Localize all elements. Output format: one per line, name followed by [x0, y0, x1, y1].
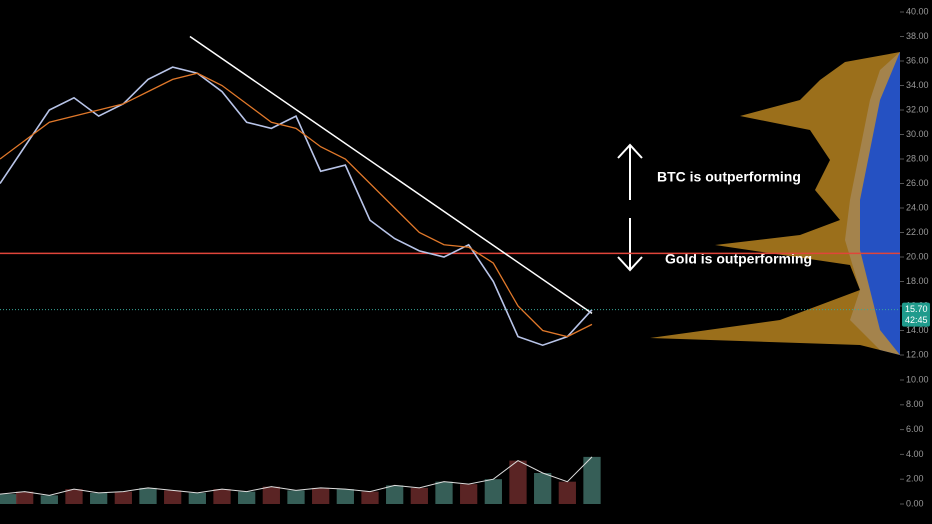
y-tick-label: 36.00 — [906, 55, 929, 65]
volume-bar — [312, 487, 330, 504]
volume-bar — [534, 473, 552, 504]
volume-bar — [164, 490, 182, 504]
volume-bar — [558, 481, 576, 504]
price-tag — [902, 302, 930, 327]
volume-bar — [65, 489, 83, 504]
volume-profile — [650, 52, 900, 355]
arrows — [617, 143, 643, 272]
volume-bar — [460, 484, 478, 504]
countdown: 42:45 — [905, 315, 928, 325]
price-line — [0, 72, 593, 338]
volume-bar — [213, 489, 231, 504]
y-tick-label: 10.00 — [906, 374, 929, 384]
y-tick-label: 14.00 — [906, 325, 929, 335]
volume-bar — [361, 491, 379, 504]
y-tick-label: 8.00 — [906, 399, 924, 409]
y-tick-label: 26.00 — [906, 178, 929, 188]
volume-bar — [114, 491, 132, 504]
y-tick-label: 40.00 — [906, 6, 929, 16]
volume-bar — [583, 456, 601, 504]
volume-bar — [287, 490, 305, 504]
y-tick-label: 22.00 — [906, 227, 929, 237]
price-tag-label: 15.70 — [905, 304, 928, 314]
y-tick-label: 28.00 — [906, 153, 929, 163]
y-tick-label: 30.00 — [906, 129, 929, 139]
arrow-up-head — [617, 143, 643, 159]
y-tick-label: 4.00 — [906, 449, 924, 459]
volume-bar — [188, 492, 206, 504]
y-tick-label: 12.00 — [906, 349, 929, 359]
annotation: BTC is outperforming — [657, 169, 801, 185]
volume-bar — [0, 494, 18, 504]
y-tick-label: 38.00 — [906, 31, 929, 41]
annotation: Gold is outperforming — [665, 251, 812, 267]
volume-bar — [90, 492, 108, 504]
volume-line — [0, 456, 593, 496]
volume-bar — [484, 479, 502, 504]
volume-bar — [509, 460, 527, 504]
y-tick-label: 2.00 — [906, 474, 924, 484]
volume-bar — [139, 487, 157, 504]
volume-bar — [262, 486, 280, 504]
volume-bar — [336, 489, 354, 504]
volume-bar — [386, 485, 404, 504]
arrow-down-head — [617, 256, 643, 272]
y-tick-label: 20.00 — [906, 251, 929, 261]
y-tick-label: 24.00 — [906, 202, 929, 212]
volume-bar — [40, 495, 58, 504]
volume-bar — [16, 491, 34, 504]
y-tick-label: 0.00 — [906, 498, 924, 508]
volume-bar — [410, 487, 428, 504]
y-tick-label: 6.00 — [906, 424, 924, 434]
trendline — [189, 35, 593, 314]
profile-orange — [650, 52, 900, 355]
volume-bar — [435, 481, 453, 504]
price-line — [0, 66, 593, 347]
y-tick-label: 34.00 — [906, 80, 929, 90]
volume-bar — [238, 491, 256, 504]
y-tick-label: 32.00 — [906, 104, 929, 114]
y-tick-label: 18.00 — [906, 276, 929, 286]
